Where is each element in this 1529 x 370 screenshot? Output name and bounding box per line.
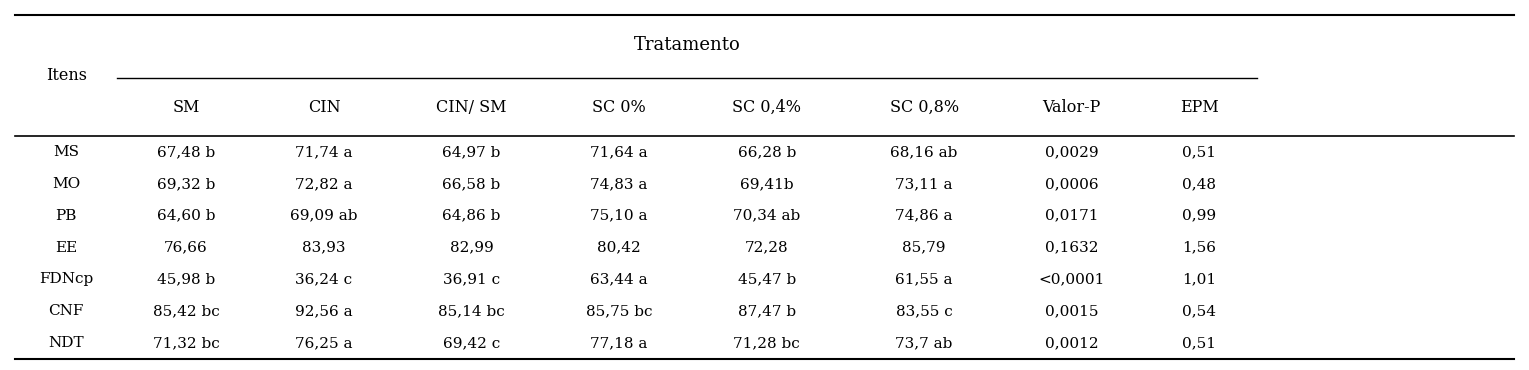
Text: 85,42 bc: 85,42 bc — [153, 304, 220, 318]
Text: 67,48 b: 67,48 b — [157, 145, 216, 159]
Text: NDT: NDT — [49, 336, 84, 350]
Text: 61,55 a: 61,55 a — [896, 272, 953, 286]
Text: 0,48: 0,48 — [1182, 177, 1216, 191]
Text: 71,28 bc: 71,28 bc — [734, 336, 800, 350]
Text: 64,86 b: 64,86 b — [442, 209, 500, 223]
Text: <0,0001: <0,0001 — [1038, 272, 1105, 286]
Text: 83,55 c: 83,55 c — [896, 304, 953, 318]
Text: 0,0029: 0,0029 — [1044, 145, 1098, 159]
Text: 69,42 c: 69,42 c — [443, 336, 500, 350]
Text: PB: PB — [55, 209, 76, 223]
Text: 92,56 a: 92,56 a — [295, 304, 353, 318]
Text: 70,34 ab: 70,34 ab — [732, 209, 800, 223]
Text: 1,01: 1,01 — [1182, 272, 1216, 286]
Text: 74,83 a: 74,83 a — [590, 177, 648, 191]
Text: SM: SM — [173, 98, 200, 115]
Text: 64,60 b: 64,60 b — [157, 209, 216, 223]
Text: 45,98 b: 45,98 b — [157, 272, 216, 286]
Text: 87,47 b: 87,47 b — [737, 304, 795, 318]
Text: 0,0015: 0,0015 — [1044, 304, 1098, 318]
Text: Valor-P: Valor-P — [1043, 98, 1101, 115]
Text: MO: MO — [52, 177, 81, 191]
Text: EE: EE — [55, 240, 78, 255]
Text: 0,99: 0,99 — [1182, 209, 1216, 223]
Text: CNF: CNF — [49, 304, 84, 318]
Text: 0,1632: 0,1632 — [1044, 240, 1098, 255]
Text: SC 0,4%: SC 0,4% — [732, 98, 801, 115]
Text: 0,0006: 0,0006 — [1044, 177, 1098, 191]
Text: EPM: EPM — [1180, 98, 1219, 115]
Text: CIN: CIN — [307, 98, 341, 115]
Text: 0,51: 0,51 — [1182, 145, 1216, 159]
Text: 66,28 b: 66,28 b — [737, 145, 797, 159]
Text: Tratamento: Tratamento — [635, 36, 740, 54]
Text: 72,82 a: 72,82 a — [295, 177, 353, 191]
Text: 85,79: 85,79 — [902, 240, 946, 255]
Text: 85,75 bc: 85,75 bc — [586, 304, 653, 318]
Text: 0,51: 0,51 — [1182, 336, 1216, 350]
Text: 72,28: 72,28 — [745, 240, 789, 255]
Text: 66,58 b: 66,58 b — [442, 177, 500, 191]
Text: 73,7 ab: 73,7 ab — [896, 336, 953, 350]
Text: 36,91 c: 36,91 c — [443, 272, 500, 286]
Text: 0,0171: 0,0171 — [1044, 209, 1098, 223]
Text: SC 0%: SC 0% — [592, 98, 647, 115]
Text: 0,0012: 0,0012 — [1044, 336, 1098, 350]
Text: MS: MS — [54, 145, 80, 159]
Text: 71,74 a: 71,74 a — [295, 145, 353, 159]
Text: Itens: Itens — [46, 67, 87, 84]
Text: 0,54: 0,54 — [1182, 304, 1216, 318]
Text: 69,32 b: 69,32 b — [157, 177, 216, 191]
Text: 75,10 a: 75,10 a — [590, 209, 648, 223]
Text: 71,32 bc: 71,32 bc — [153, 336, 220, 350]
Text: 68,16 ab: 68,16 ab — [890, 145, 957, 159]
Text: 83,93: 83,93 — [303, 240, 346, 255]
Text: 77,18 a: 77,18 a — [590, 336, 648, 350]
Text: 85,14 bc: 85,14 bc — [439, 304, 505, 318]
Text: 76,25 a: 76,25 a — [295, 336, 353, 350]
Text: 63,44 a: 63,44 a — [590, 272, 648, 286]
Text: 64,97 b: 64,97 b — [442, 145, 500, 159]
Text: 74,86 a: 74,86 a — [896, 209, 953, 223]
Text: 69,09 ab: 69,09 ab — [291, 209, 358, 223]
Text: SC 0,8%: SC 0,8% — [890, 98, 959, 115]
Text: CIN/ SM: CIN/ SM — [436, 98, 506, 115]
Text: 71,64 a: 71,64 a — [590, 145, 648, 159]
Text: 80,42: 80,42 — [598, 240, 641, 255]
Text: 73,11 a: 73,11 a — [896, 177, 953, 191]
Text: FDNcp: FDNcp — [40, 272, 93, 286]
Text: 82,99: 82,99 — [450, 240, 494, 255]
Text: 36,24 c: 36,24 c — [295, 272, 353, 286]
Text: 45,47 b: 45,47 b — [737, 272, 797, 286]
Text: 76,66: 76,66 — [164, 240, 208, 255]
Text: 69,41b: 69,41b — [740, 177, 794, 191]
Text: 1,56: 1,56 — [1182, 240, 1216, 255]
